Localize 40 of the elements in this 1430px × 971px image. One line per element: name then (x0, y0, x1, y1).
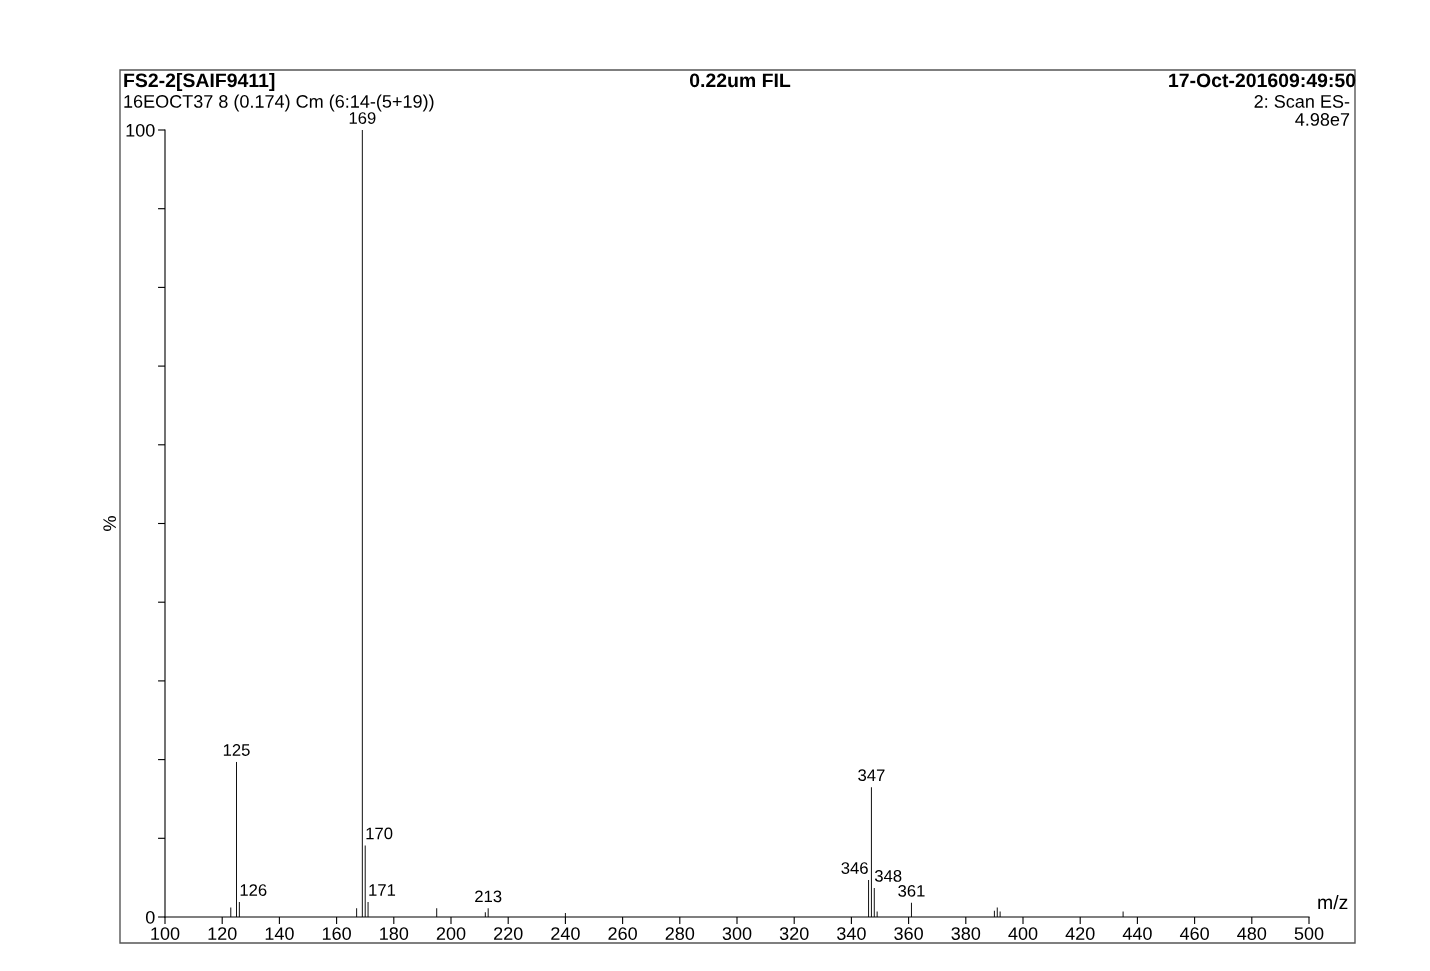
x-tick-label: 300 (722, 927, 752, 940)
annotation: 361 (898, 884, 925, 897)
annotation: 126 (240, 884, 267, 896)
x-tick-label: 380 (951, 927, 981, 940)
x-tick-label: 220 (494, 927, 523, 940)
annotation: 346 (841, 862, 868, 874)
x-tick-label: 440 (1122, 927, 1152, 940)
x-tick-label: 160 (322, 927, 351, 940)
x-tick-label: 400 (1008, 927, 1038, 940)
x-tick-label: 180 (380, 927, 409, 940)
x-axis-title: m/z (1318, 894, 1348, 910)
y-axis-title: % (103, 516, 116, 531)
x-tick-label: 500 (1294, 927, 1324, 940)
text: 0.22um FIL (689, 73, 791, 88)
x-tick-label: 320 (779, 927, 809, 940)
x-tick-label: 280 (665, 927, 695, 940)
x-tick-label: 120 (208, 927, 237, 940)
annotation: 347 (858, 769, 885, 782)
annotation: 213 (475, 890, 502, 903)
x-tick-label: 100 (151, 927, 180, 940)
chart-title: FS2-2[SAIF9411] (124, 72, 275, 92)
x-tick-label: 420 (1065, 927, 1095, 940)
x-tick-label: 340 (837, 927, 866, 940)
x-tick-label: 140 (265, 927, 294, 940)
x-tick-label: 460 (1179, 927, 1209, 940)
annotation: 171 (369, 884, 396, 896)
x-tick-label: 260 (608, 927, 637, 940)
chart-subtitle: 16EOCT37 8 (0.174) Cm (6:14-(5+19)) (124, 94, 434, 112)
text: 2: Scan ES- (1254, 95, 1350, 108)
y-tick-label: 0 (145, 910, 155, 924)
annotation: 125 (223, 744, 250, 756)
x-tick-label: 200 (436, 927, 466, 940)
x-tick-label: 240 (551, 927, 580, 940)
x-tick-label: 480 (1237, 927, 1267, 940)
text: 4.98e7 (1295, 113, 1350, 126)
text: 17-Oct-201609:49:50 (1169, 73, 1356, 88)
x-tick-label: 360 (894, 927, 923, 940)
annotation: 170 (366, 827, 393, 840)
annotation: 169 (349, 112, 376, 124)
annotation: 348 (874, 870, 902, 882)
